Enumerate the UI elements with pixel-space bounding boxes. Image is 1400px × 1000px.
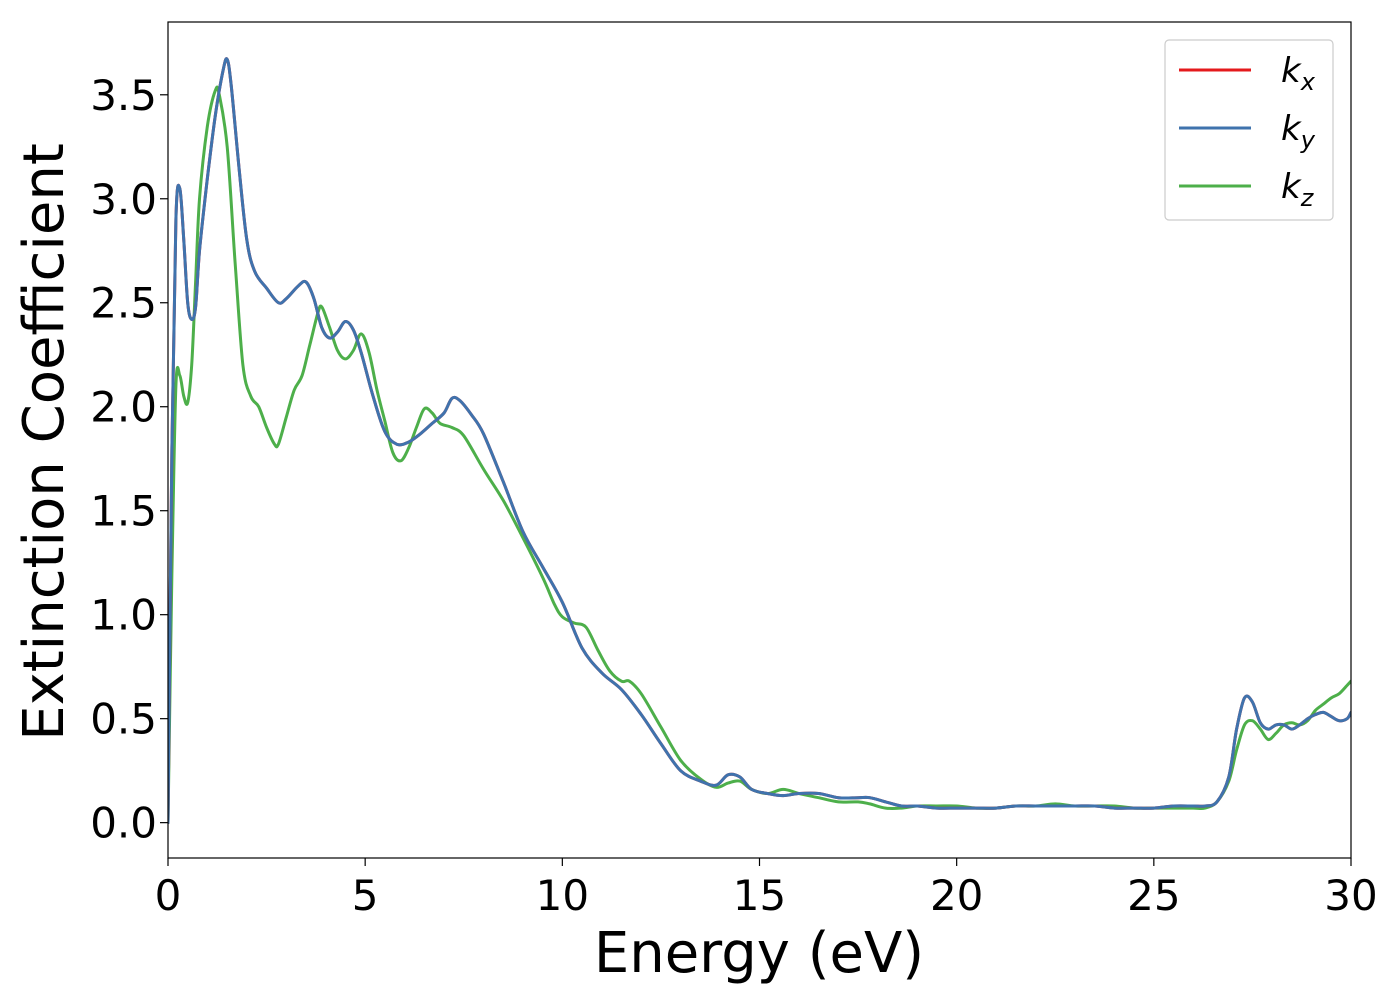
legend-label-k-z: kz [1281, 167, 1315, 212]
y-tick-label: 3.0 [90, 175, 157, 224]
y-tick-label: 3.5 [90, 71, 157, 120]
x-tick-label: 10 [536, 871, 589, 920]
y-axis-label: Extinction Coefficient [12, 143, 77, 741]
x-tick-label: 0 [155, 871, 182, 920]
legend-label-k-y: ky [1281, 109, 1316, 154]
x-axis: 0 5 10 15 20 25 30 [155, 858, 1378, 920]
legend: kx ky kz [1164, 39, 1334, 221]
series-line-k-y [168, 57, 1351, 825]
y-tick-label: 2.0 [90, 383, 157, 432]
x-tick-label: 25 [1127, 871, 1180, 920]
y-tick-label: 1.0 [90, 591, 157, 640]
x-axis-label: Energy (eV) [594, 921, 924, 986]
legend-box [1164, 39, 1334, 221]
x-tick-label: 20 [930, 871, 983, 920]
series-line-k-z [168, 85, 1351, 825]
series-layer [168, 57, 1351, 825]
y-tick-label: 2.5 [90, 279, 157, 328]
y-tick-label: 1.5 [90, 487, 157, 536]
x-tick-label: 15 [733, 871, 786, 920]
y-tick-label: 0.5 [90, 695, 157, 744]
x-tick-label: 30 [1324, 871, 1377, 920]
y-tick-label: 0.0 [90, 799, 157, 848]
y-axis: 0.0 0.5 1.0 1.5 2.0 2.5 3.0 3.5 [90, 71, 168, 848]
x-tick-label: 5 [352, 871, 379, 920]
legend-label-k-x: kx [1281, 51, 1316, 96]
